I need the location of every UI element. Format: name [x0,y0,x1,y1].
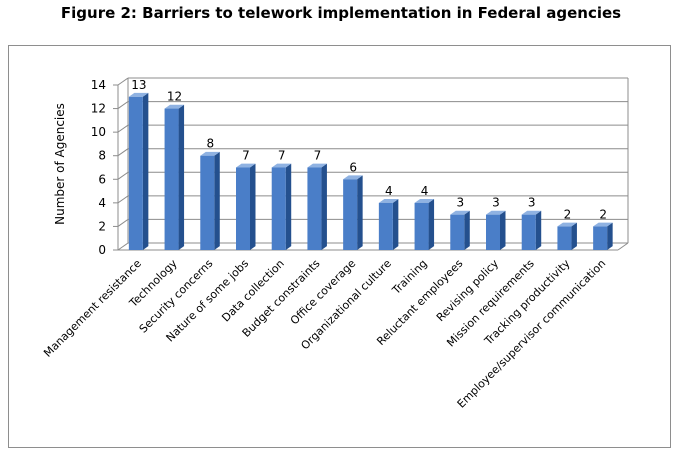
bar-front [200,155,215,250]
data-label: 4 [385,184,393,198]
bar-side [250,163,256,250]
bar-front [450,214,465,250]
bar [164,104,185,250]
y-tick-label: 6 [98,172,106,186]
bar-side [214,151,220,250]
data-label: 3 [492,196,500,210]
bar [593,222,613,250]
side-wall-gridline [117,171,129,180]
bar [414,199,435,250]
data-label: 6 [349,160,357,174]
bar-top [414,199,435,203]
bar-side [607,222,613,250]
bar-front [521,214,536,250]
y-tick-label: 8 [98,149,106,163]
bar [343,175,363,250]
bar-top [521,210,542,215]
bar-front [307,167,322,250]
data-label: 2 [599,207,607,221]
axes [113,78,629,251]
gridlines [117,77,628,251]
bar [378,199,399,250]
y-tick-label: 2 [98,219,106,233]
side-wall-gridline [117,195,129,204]
data-label: 4 [421,184,429,198]
bar-top [164,104,185,109]
bar-front [271,167,286,250]
side-wall-gridline [117,219,129,227]
bar-top [343,175,363,180]
bar-top [271,163,292,168]
data-label: 8 [206,137,214,151]
bar-top [450,210,470,215]
bar-side [357,175,363,250]
bar-side [464,210,470,250]
y-axis-label: Number of Agencies [53,103,67,225]
bar-front [378,202,393,250]
side-wall-gridline [117,124,129,133]
data-label: 7 [278,149,286,163]
bar-front [128,96,143,251]
bar-side [535,210,542,250]
bar-top [307,163,327,168]
bar [521,210,542,250]
bar [236,163,256,250]
side-wall-gridline [117,148,129,157]
data-label: 13 [131,78,146,92]
bar-top [200,151,220,156]
bar [450,210,470,250]
bar-front [343,179,358,250]
bar-front [164,108,179,250]
data-label: 7 [314,149,322,163]
x-tick-label: Data collection [219,257,287,325]
bar [128,92,149,251]
bar-front [414,202,429,250]
y-tick-label: 12 [91,102,106,116]
x-tick-label: Revising policy [434,257,502,325]
data-label: 3 [456,196,464,210]
bar-side [142,92,149,250]
x-tick-label: Office coverage [288,257,359,328]
side-wall-gridline [117,101,129,109]
data-label: 3 [528,196,536,210]
bar [307,163,327,250]
bar-top [486,210,506,215]
y-tick-label: 4 [98,196,106,210]
bar-side [500,210,506,250]
y-tick-label: 10 [91,125,106,139]
bar-top [128,92,149,97]
bars [128,92,613,251]
bar [271,163,292,250]
chart-frame [8,45,671,448]
bar-top [236,163,256,168]
data-label: 7 [242,149,250,163]
bar [486,210,506,250]
y-tick-label: 0 [98,243,106,257]
bar-side [178,104,185,250]
bar-front [557,226,572,250]
bar-side [571,222,577,250]
bar-front [236,167,250,250]
bar-front [593,226,608,250]
bar-top [593,222,613,227]
bar-top [557,222,577,227]
side-wall-gridline [117,77,129,86]
x-tick-label: Management resistance [41,257,144,360]
floor-right-edge [617,242,629,251]
bar [557,222,577,250]
bar-top [378,199,399,203]
y-tick-label: 14 [91,78,106,92]
data-label: 12 [167,90,182,104]
bar [200,151,220,250]
figure-title: Figure 2: Barriers to telework implement… [60,4,622,22]
bar-side [321,163,327,250]
bar-side [392,199,399,250]
bar-side [285,163,292,250]
data-label: 2 [564,207,572,221]
side-wall-gridline [117,242,129,251]
bar-side [428,199,435,250]
bar-front [486,214,500,250]
